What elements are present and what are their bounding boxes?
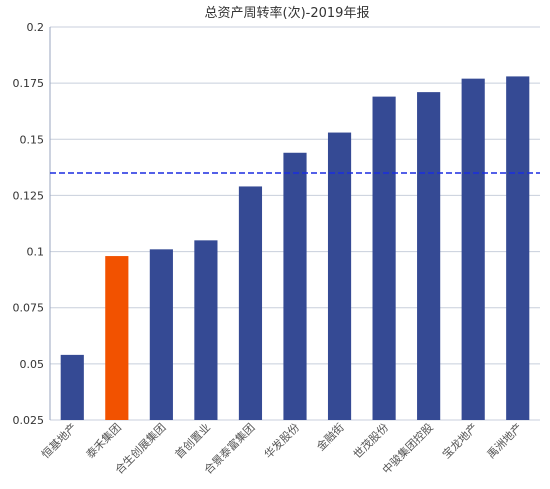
bar: [327, 132, 352, 420]
chart-title: 总资产周转率(次)-2019年报: [205, 5, 370, 21]
x-tick-label: 泰禾集团: [83, 420, 124, 461]
bar: [238, 186, 263, 420]
bar: [461, 78, 485, 420]
bar: [149, 249, 173, 420]
x-tick-label: 首创置业: [172, 420, 213, 461]
x-tick-label: 宝龙地产: [439, 420, 480, 461]
bar: [60, 354, 84, 420]
bar: [417, 92, 441, 420]
bar-highlight: [105, 256, 129, 420]
y-tick-label: 0.175: [13, 77, 45, 90]
bar: [194, 240, 218, 420]
x-tick-label: 华发股份: [261, 420, 302, 461]
x-tick-label: 世茂股份: [350, 420, 391, 461]
x-tick-label: 禹洲地产: [484, 420, 525, 461]
bar: [506, 76, 530, 421]
y-axis-ticks: 0.025 0.05 0.075 0.1 0.125 0.15 0.175 0.2: [13, 21, 45, 427]
x-tick-label: 恒基地产: [38, 420, 79, 461]
y-tick-label: 0.2: [27, 21, 45, 34]
x-tick-label: 金融街: [313, 420, 346, 453]
bar: [283, 152, 307, 420]
y-tick-label: 0.15: [20, 133, 45, 146]
y-tick-label: 0.075: [13, 302, 45, 315]
bars: [60, 76, 530, 421]
y-tick-label: 0.025: [13, 414, 45, 427]
bar: [372, 96, 396, 421]
y-tick-label: 0.125: [13, 189, 45, 202]
y-tick-label: 0.05: [20, 358, 45, 371]
y-tick-label: 0.1: [27, 246, 45, 259]
